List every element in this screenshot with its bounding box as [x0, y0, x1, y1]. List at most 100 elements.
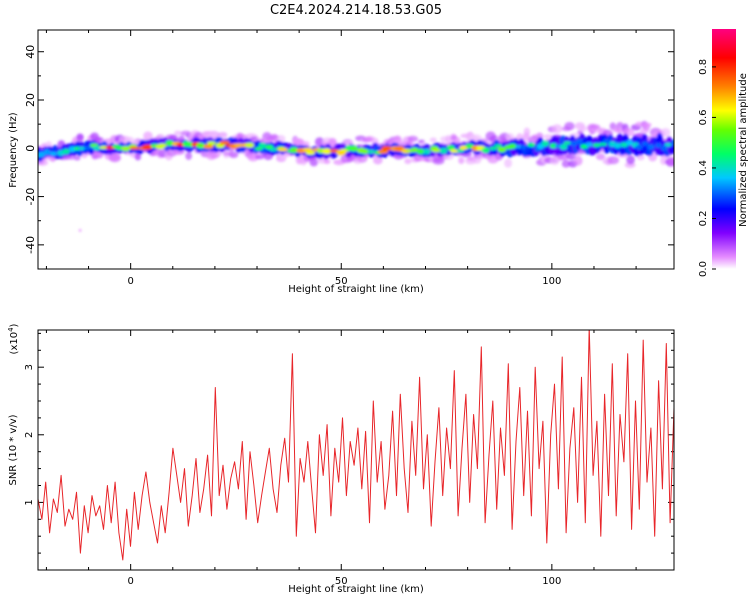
spectrogram-y-tick-labels: 40 20 0 -20 -40	[24, 45, 37, 254]
spectral-peak-mark	[165, 140, 175, 146]
spectral-peak-mark	[654, 143, 662, 148]
y-tick-label: 20	[24, 93, 37, 107]
spectral-halo-mark	[373, 156, 383, 165]
y-tick-label: 3	[24, 364, 35, 370]
spectral-peak-mark	[585, 142, 593, 147]
spectral-peak-mark	[409, 147, 419, 153]
spectral-halo-mark	[73, 155, 81, 161]
spectral-peak-mark	[671, 139, 674, 145]
spectral-halo-mark	[626, 155, 635, 165]
spectral-peak-mark	[84, 146, 92, 150]
spectrogram-y-label: Frequency (Hz)	[8, 112, 19, 188]
spectral-halo-mark	[269, 134, 279, 142]
y-tick-label: 40	[24, 45, 37, 59]
spectral-peak-mark	[520, 145, 527, 150]
spectral-halo-mark	[580, 126, 587, 132]
spectral-peak-mark	[277, 147, 288, 152]
snr-scale-label: (x104)	[7, 323, 20, 354]
y-tick-label: -20	[24, 188, 37, 206]
x-tick-label: 50	[335, 276, 348, 287]
spectral-peak-mark	[121, 145, 131, 152]
spectral-halo-mark	[185, 152, 193, 160]
spectrogram-panel: 0 50 100 40 20 0 -20 -40 Height of straight li…	[8, 29, 675, 295]
spectral-halo-mark	[561, 159, 571, 168]
spectral-halo-mark	[607, 156, 620, 165]
colorbar: 0.0 0.2 0.4 0.6 0.8 Normalized spectral ampl…	[698, 29, 749, 277]
x-tick-label: 50	[335, 576, 348, 587]
spectral-halo-mark	[173, 130, 182, 136]
spectral-peak-mark	[49, 151, 57, 156]
spectral-peak-mark	[446, 145, 455, 151]
spectral-halo-mark	[407, 135, 419, 142]
x-tick-label: 0	[127, 276, 133, 287]
spectral-peak-mark	[575, 138, 583, 145]
spectral-peak-mark	[360, 148, 370, 154]
spectral-halo-mark	[543, 134, 554, 139]
x-tick-label: 100	[542, 276, 561, 287]
spectral-peak-mark	[625, 140, 634, 146]
spectral-halo-mark	[505, 133, 515, 141]
spectral-halo-mark	[504, 158, 513, 168]
spectral-halo-mark	[76, 133, 84, 141]
colorbar-tick-label: 0.6	[698, 109, 709, 125]
spectral-peak-mark	[494, 144, 503, 148]
spectral-peak-mark	[269, 147, 277, 152]
colorbar-label: Normalized spectral amplitude	[738, 73, 749, 227]
spectral-halo-mark	[454, 137, 461, 144]
page-title: C2E4.2024.214.18.53.G05	[270, 3, 442, 18]
spectral-peak-mark	[416, 148, 425, 155]
spectral-halo-mark	[557, 153, 569, 161]
y-tick-label: -40	[24, 236, 37, 254]
spectral-halo-mark	[134, 153, 142, 161]
spectral-peak-mark	[613, 142, 622, 149]
spectral-halo-mark	[523, 127, 531, 137]
colorbar-gradient	[712, 29, 736, 269]
spectral-peak-mark	[157, 143, 167, 148]
snr-x-label: Height of straight line (km)	[288, 584, 424, 595]
spectral-peak-mark	[322, 148, 332, 155]
colorbar-tick-label: 0.2	[698, 211, 709, 227]
spectral-halo-mark	[660, 127, 671, 138]
spectral-peak-mark	[647, 144, 655, 150]
spectral-halo-mark	[228, 151, 239, 159]
spectral-halo-mark	[109, 153, 121, 163]
spectral-peak-mark	[541, 140, 550, 147]
snr-x-tick-labels: 0 50 100	[127, 576, 561, 587]
spectral-peak-mark	[592, 143, 601, 147]
y-tick-label: 2	[24, 432, 35, 438]
spectral-peak-mark	[219, 140, 230, 145]
spectral-peak-mark	[439, 147, 448, 154]
spectral-halo-mark	[404, 158, 412, 165]
spectral-peak-mark	[206, 141, 217, 146]
spectral-halo-mark	[668, 156, 674, 167]
spectral-halo-mark	[640, 122, 652, 127]
spectral-peak-mark	[664, 142, 672, 147]
spectral-halo-mark	[595, 153, 606, 161]
spectrogram-marks	[38, 121, 674, 232]
spectral-peak-mark	[43, 149, 51, 156]
colorbar-ticks: 0.0 0.2 0.4 0.6 0.8	[698, 59, 716, 277]
spectral-peak-mark	[244, 142, 255, 148]
spectral-halo-mark	[343, 140, 354, 146]
spectral-peak-mark	[305, 150, 316, 155]
spectral-halo-mark	[143, 131, 153, 140]
snr-series-line	[38, 330, 674, 561]
spectral-peak-mark	[129, 146, 141, 150]
snr-frame	[37, 329, 675, 571]
spectral-peak-mark	[203, 144, 214, 149]
spectral-peak-mark	[635, 144, 643, 150]
spectral-peak-mark	[367, 149, 375, 154]
spectral-halo-mark	[363, 137, 373, 142]
spectral-halo-mark	[551, 124, 563, 134]
spectral-peak-mark	[258, 142, 267, 149]
y-tick-label: 0	[24, 145, 37, 152]
spectral-halo-mark	[573, 155, 583, 166]
spectral-peak-mark	[289, 147, 299, 153]
spectrogram-x-label: Height of straight line (km)	[288, 284, 424, 295]
spectral-halo-mark	[564, 122, 575, 131]
spectral-peak-mark	[92, 145, 101, 151]
spectral-halo-mark	[314, 137, 325, 147]
spectral-peak-mark	[489, 146, 498, 151]
y-tick-label: 1	[24, 499, 35, 505]
